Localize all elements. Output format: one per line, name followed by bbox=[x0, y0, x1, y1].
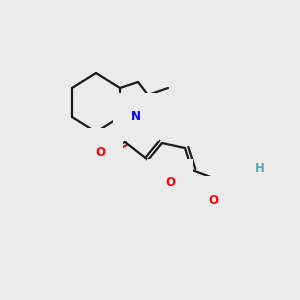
Text: N: N bbox=[131, 110, 141, 124]
Text: O: O bbox=[236, 160, 246, 172]
Text: O: O bbox=[95, 146, 105, 158]
Text: H: H bbox=[255, 161, 265, 175]
Text: O: O bbox=[208, 194, 218, 206]
Text: O: O bbox=[165, 176, 175, 190]
